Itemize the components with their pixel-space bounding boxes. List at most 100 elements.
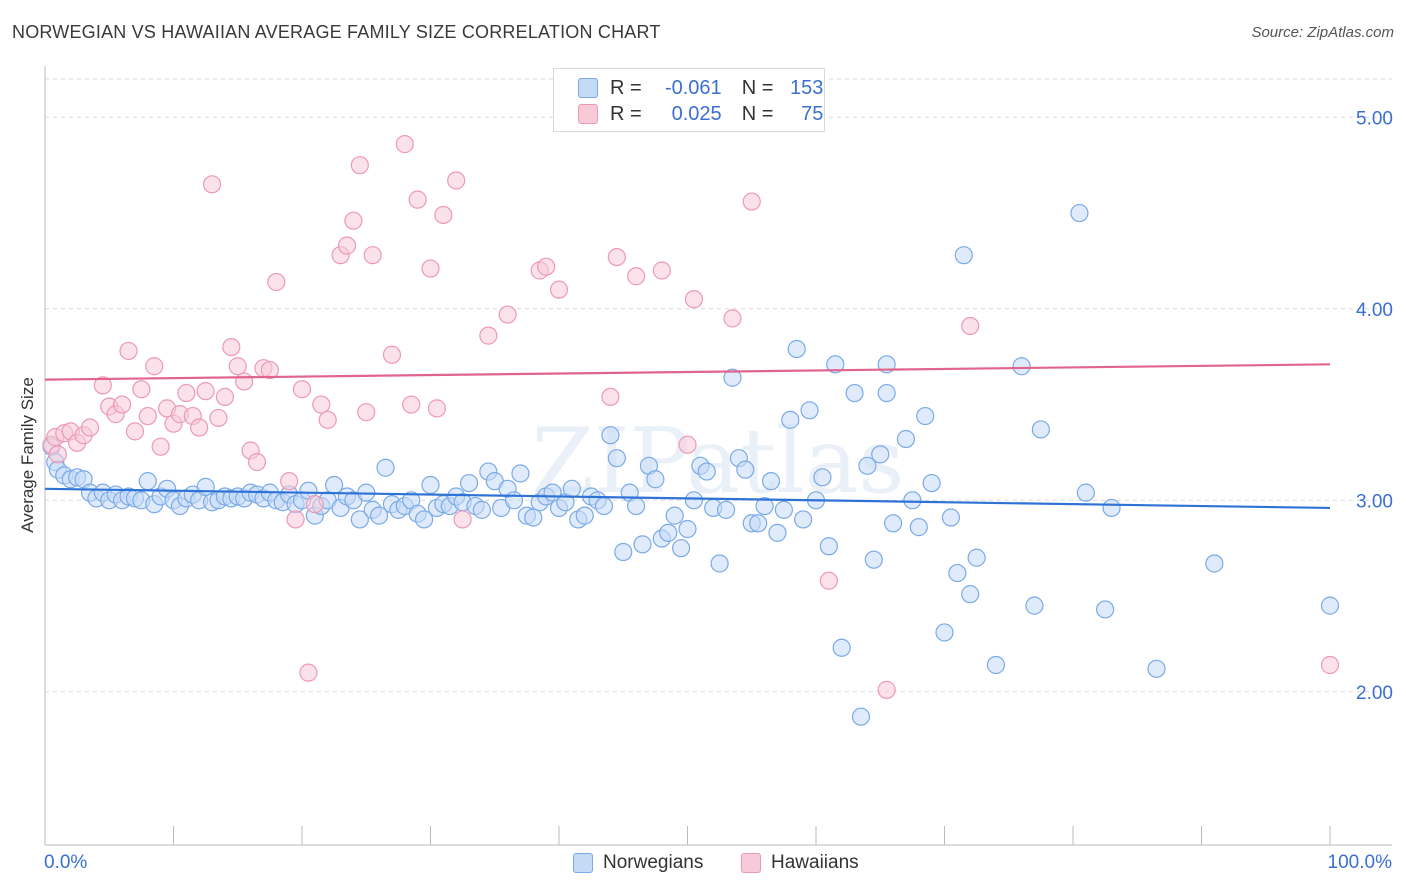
- hawaiian-data-point: [202, 175, 222, 194]
- hawaiian-data-point: [228, 357, 247, 376]
- norwegian-data-point: [196, 477, 215, 496]
- norwegian-data-point: [1070, 203, 1089, 223]
- n-value: 153: [790, 76, 824, 99]
- norwegian-data-point: [774, 500, 793, 519]
- hawaiian-data-point: [286, 510, 305, 529]
- r-value: -0.061: [664, 76, 722, 99]
- hawaiian-data-point: [190, 418, 209, 437]
- norwegian-data-point: [1205, 554, 1224, 573]
- norwegian-data-point: [504, 491, 524, 510]
- stats-row-norwegians: R = -0.061 N = 153: [554, 75, 823, 101]
- r-label: R =: [610, 76, 642, 99]
- hawaiian-data-point: [402, 395, 421, 414]
- y-tick-label: 3.00: [1356, 491, 1393, 512]
- hawaiians-legend-swatch: [741, 853, 761, 873]
- stats-legend: R = -0.061 N = 153 R = 0.025 N = 75: [553, 68, 825, 132]
- norwegian-data-point: [858, 456, 877, 475]
- legend-item-norwegians: Norwegians: [573, 852, 703, 874]
- norwegian-data-point: [716, 500, 736, 519]
- hawaiian-data-point: [222, 338, 241, 357]
- r-value: 0.025: [671, 102, 722, 125]
- hawaiian-data-point: [280, 472, 299, 491]
- hawaiian-data-point: [305, 495, 324, 514]
- hawaiian-data-point: [80, 418, 100, 437]
- hawaiian-data-point: [344, 211, 363, 230]
- hawaiian-data-point: [626, 267, 646, 286]
- norwegian-data-point: [1102, 498, 1121, 518]
- norwegian-data-point: [781, 410, 800, 429]
- hawaiian-data-point: [177, 383, 196, 403]
- hawaiian-data-point: [427, 399, 447, 418]
- chart-source: Source: ZipAtlas.com: [1251, 24, 1394, 41]
- norwegians-swatch: [578, 78, 598, 98]
- hawaiian-data-point: [93, 376, 112, 395]
- norwegian-data-point: [1076, 483, 1095, 502]
- hawaiian-data-point: [434, 205, 453, 225]
- norwegian-data-point: [665, 506, 684, 525]
- y-tick-label: 2.00: [1356, 683, 1393, 704]
- hawaiian-data-point: [350, 156, 369, 175]
- hawaiian-data-point: [125, 422, 145, 441]
- hawaiian-data-point: [235, 372, 254, 391]
- stats-row-hawaiians: R = 0.025 N = 75: [554, 101, 823, 127]
- hawaiian-data-point: [318, 410, 337, 429]
- hawaiian-data-point: [549, 280, 569, 299]
- norwegian-data-point: [626, 496, 646, 516]
- norwegian-data-point: [903, 491, 922, 510]
- norwegian-data-point: [832, 638, 851, 657]
- hawaiian-data-point: [132, 380, 151, 399]
- hawaiian-data-point: [145, 357, 164, 376]
- hawaiian-data-point: [151, 437, 170, 456]
- hawaiians-trend-line: [44, 363, 1331, 381]
- hawaiian-data-point: [312, 395, 331, 414]
- norwegian-data-point: [1096, 600, 1115, 619]
- hawaiian-data-point: [395, 135, 414, 154]
- norwegian-data-point: [800, 401, 819, 420]
- hawaiian-data-point: [742, 192, 761, 211]
- x-axis-max-label: 100.0%: [1327, 852, 1392, 873]
- hawaiian-data-point: [209, 408, 228, 428]
- norwegian-data-point: [138, 472, 157, 491]
- hawaiian-data-point: [877, 680, 896, 699]
- hawaiian-data-point: [453, 510, 472, 529]
- hawaiian-data-point: [138, 406, 157, 426]
- norwegian-data-point: [871, 445, 890, 464]
- hawaiian-data-point: [196, 382, 215, 401]
- norwegian-data-point: [877, 383, 896, 403]
- norwegian-data-point: [1012, 357, 1031, 376]
- hawaiian-data-point: [961, 316, 980, 336]
- norwegian-data-point: [736, 460, 755, 479]
- hawaiian-data-point: [247, 452, 267, 472]
- norwegian-data-point: [370, 506, 389, 525]
- norwegian-data-point: [710, 554, 729, 573]
- y-tick-label: 5.00: [1356, 108, 1393, 129]
- hawaiian-data-point: [537, 257, 556, 276]
- norwegian-data-point: [414, 510, 434, 529]
- r-label: R =: [610, 102, 642, 125]
- y-axis-title: Average Family Size: [18, 377, 37, 533]
- hawaiian-data-point: [299, 663, 318, 682]
- norwegian-data-point: [575, 506, 594, 525]
- norwegian-data-point: [935, 623, 954, 642]
- hawaiian-data-point: [684, 290, 704, 309]
- hawaiian-data-point: [652, 261, 671, 280]
- chart-title: NORWEGIAN VS HAWAIIAN AVERAGE FAMILY SIZ…: [12, 22, 661, 42]
- norwegian-data-point: [601, 426, 620, 445]
- norwegian-data-point: [896, 429, 916, 449]
- hawaiian-data-point: [292, 380, 312, 399]
- hawaiian-data-point: [48, 445, 67, 464]
- norwegian-data-point: [472, 500, 491, 519]
- hawaiian-data-point: [337, 236, 357, 255]
- hawaiian-data-point: [357, 403, 376, 422]
- norwegian-data-point: [376, 458, 395, 477]
- norwegian-data-point: [916, 406, 935, 426]
- norwegian-data-point: [787, 339, 806, 359]
- norwegian-data-point: [826, 355, 845, 374]
- norwegian-data-point: [967, 548, 986, 567]
- norwegian-data-point: [562, 479, 581, 498]
- norwegian-data-point: [459, 473, 479, 493]
- norwegian-data-point: [646, 470, 665, 489]
- norwegian-data-point: [678, 519, 697, 539]
- legend-label-hawaiians: Hawaiians: [771, 852, 859, 873]
